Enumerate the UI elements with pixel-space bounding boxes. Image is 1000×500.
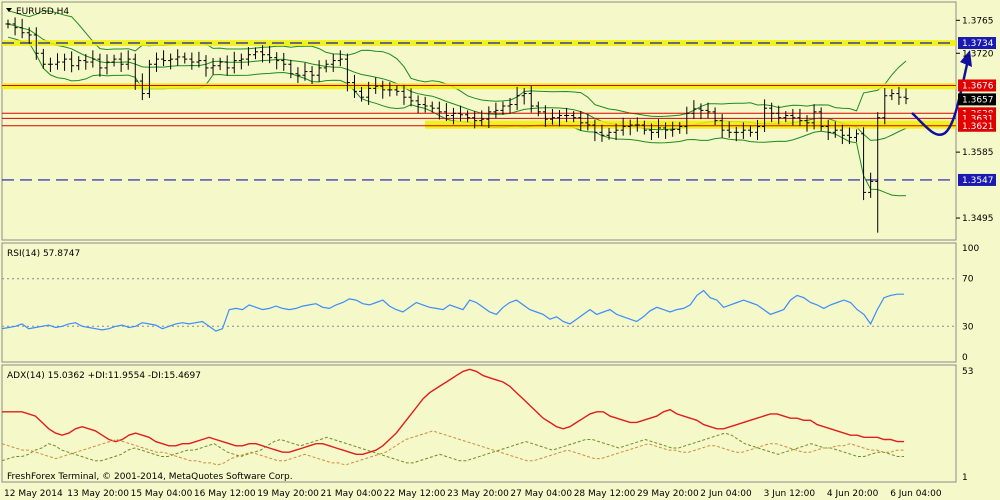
price-label-box [958, 119, 996, 132]
time-axis-label: 12 May 2014 [4, 489, 63, 499]
price-label: 1.3547 [962, 176, 994, 186]
rsi-title: RSI(14) 57.8747 [7, 249, 80, 259]
price-tick-label: 1.3765 [962, 16, 994, 26]
price-label: 1.3676 [962, 81, 994, 91]
time-axis-label: 15 May 04:00 [131, 489, 193, 499]
price-label: 1.3621 [962, 122, 994, 132]
forecast-arrow-head [960, 50, 972, 67]
price-label-box [958, 173, 996, 186]
rsi-axis-label: 0 [962, 353, 968, 363]
rsi-line [1, 289, 904, 332]
rsi-axis-label: 70 [962, 275, 974, 285]
adx-axis-label: 1 [962, 473, 968, 483]
support-zone [425, 120, 956, 129]
dropdown-arrow-icon [6, 8, 12, 12]
price-label: 1.3631 [962, 114, 994, 124]
time-axis-label: 13 May 20:00 [67, 489, 129, 499]
price-tick-label: 1.3495 [962, 214, 994, 224]
adx-line-di [1, 430, 904, 466]
panel-border-2 [1, 242, 957, 363]
bollinger-upper [7, 10, 907, 118]
price-label: 1.3657 [962, 95, 994, 105]
price-label-box [958, 79, 996, 92]
adx-line-adx [2, 368, 904, 455]
time-axis-label: 16 May 12:00 [194, 489, 256, 499]
symbol-title: EURUSD,H4 [16, 7, 69, 17]
time-axis-label: 4 Jun 20:00 [827, 489, 879, 499]
time-axis-label: 29 May 20:00 [637, 489, 699, 499]
copyright-footer: FreshForex Terminal, © 2001-2014, MetaQu… [7, 472, 293, 482]
time-axis-label: 28 May 12:00 [574, 489, 636, 499]
price-label-box [958, 93, 996, 106]
rsi-axis-label: 100 [962, 244, 979, 254]
adx-axis-label: 53 [962, 367, 973, 377]
adx-title: ADX(14) 15.0362 +DI:11.9554 -DI:15.4697 [7, 371, 201, 381]
price-label: 1.3734 [962, 39, 994, 49]
time-axis-label: 22 May 12:00 [384, 489, 446, 499]
time-axis-label: 23 May 20:00 [447, 489, 509, 499]
price-tick-label: 1.3720 [962, 49, 994, 59]
time-axis-label: 27 May 04:00 [510, 489, 572, 499]
time-axis-label: 6 Jun 04:00 [890, 489, 942, 499]
price-tick-label: 1.3585 [962, 148, 994, 158]
price-label-box [958, 37, 996, 50]
panel-border-3 [1, 364, 957, 483]
time-axis-label: 21 May 04:00 [321, 489, 383, 499]
resistance-zone-2 [2, 83, 956, 90]
time-axis-label: 2 Jun 04:00 [700, 489, 752, 499]
rsi-axis-label: 30 [962, 322, 974, 332]
adx-line-di [1, 432, 904, 464]
time-axis-label: 3 Jun 12:00 [764, 489, 816, 499]
time-axis-label: 19 May 20:00 [257, 489, 319, 499]
